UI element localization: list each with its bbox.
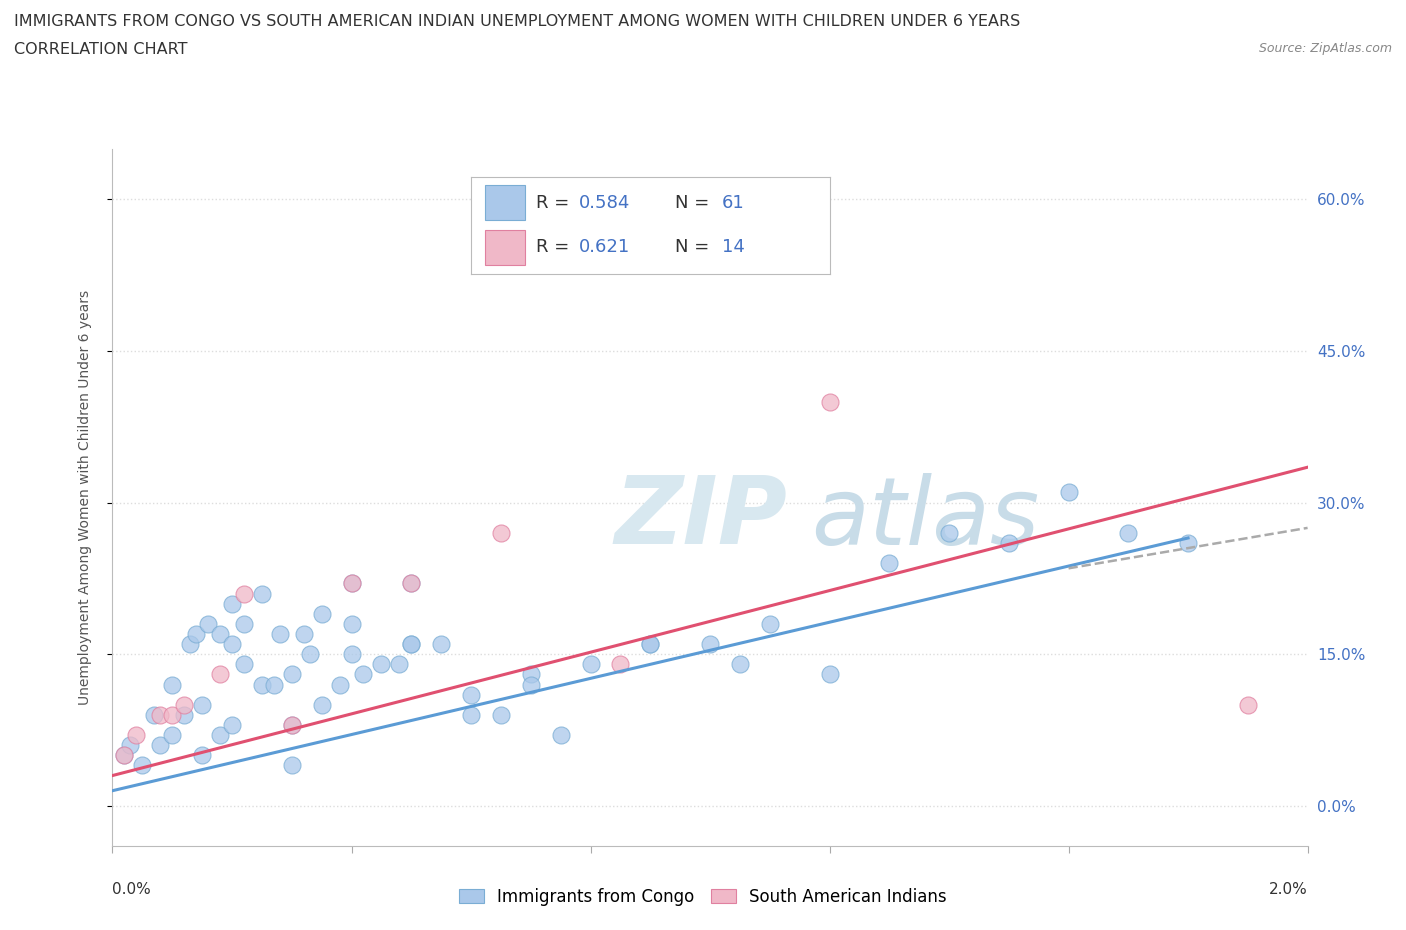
Point [221, 637, 243, 652]
Point [311, 698, 333, 712]
Point [114, 748, 135, 763]
Y-axis label: Unemployment Among Women with Children Under 6 years: Unemployment Among Women with Children U… [77, 290, 91, 705]
Text: IMMIGRANTS FROM CONGO VS SOUTH AMERICAN INDIAN UNEMPLOYMENT AMONG WOMEN WITH CHI: IMMIGRANTS FROM CONGO VS SOUTH AMERICAN … [14, 14, 1021, 29]
Point [1116, 525, 1139, 540]
Point [550, 727, 572, 742]
Text: 0.621: 0.621 [579, 238, 630, 256]
Point [401, 576, 423, 591]
Point [162, 727, 183, 742]
Point [430, 637, 453, 652]
Point [263, 677, 285, 692]
Point [609, 657, 631, 671]
Point [328, 677, 352, 692]
Point [191, 698, 214, 712]
Text: 61: 61 [723, 194, 745, 212]
Point [173, 698, 195, 712]
Point [221, 596, 243, 611]
Text: 2.0%: 2.0% [1268, 882, 1308, 897]
Point [638, 637, 661, 652]
Point [1177, 536, 1199, 551]
Text: 14: 14 [723, 238, 745, 256]
Text: N =: N = [675, 194, 716, 212]
Text: atlas: atlas [811, 473, 1040, 564]
Point [281, 718, 304, 733]
Point [818, 394, 841, 409]
Point [162, 677, 183, 692]
Point [638, 637, 661, 652]
Point [520, 667, 543, 682]
Point [232, 657, 256, 671]
Point [1237, 698, 1260, 712]
Point [298, 646, 321, 661]
Point [1057, 485, 1080, 500]
Text: R =: R = [536, 194, 575, 212]
Point [208, 667, 231, 682]
Point [162, 708, 183, 723]
Text: CORRELATION CHART: CORRELATION CHART [14, 42, 187, 57]
Point [250, 677, 273, 692]
Point [221, 718, 243, 733]
Point [489, 708, 512, 723]
Point [250, 586, 273, 601]
Point [401, 576, 423, 591]
Point [728, 657, 751, 671]
Text: 0.584: 0.584 [579, 194, 630, 212]
Point [370, 657, 392, 671]
Text: Source: ZipAtlas.com: Source: ZipAtlas.com [1258, 42, 1392, 55]
Point [997, 536, 1019, 551]
Point [120, 737, 142, 752]
Point [179, 637, 201, 652]
Point [401, 637, 423, 652]
Text: 0.0%: 0.0% [112, 882, 152, 897]
Point [340, 646, 363, 661]
Point [401, 637, 423, 652]
Point [388, 657, 411, 671]
Point [460, 687, 482, 702]
Point [520, 677, 543, 692]
Point [877, 556, 900, 571]
Point [232, 586, 256, 601]
Point [281, 718, 304, 733]
Point [340, 617, 363, 631]
Point [311, 606, 333, 621]
Point [292, 627, 315, 642]
Point [340, 576, 363, 591]
Point [149, 708, 172, 723]
Text: ZIP: ZIP [614, 472, 787, 565]
Point [281, 667, 304, 682]
Point [758, 617, 780, 631]
Point [818, 667, 841, 682]
Point [186, 627, 208, 642]
Point [114, 748, 135, 763]
Point [579, 657, 602, 671]
Point [208, 627, 231, 642]
Point [208, 727, 231, 742]
Text: R =: R = [536, 238, 575, 256]
Point [191, 748, 214, 763]
Point [340, 576, 363, 591]
FancyBboxPatch shape [485, 231, 524, 265]
Point [173, 708, 195, 723]
Point [149, 737, 172, 752]
Point [269, 627, 291, 642]
Point [232, 617, 256, 631]
Point [125, 727, 148, 742]
Point [197, 617, 219, 631]
Point [460, 708, 482, 723]
Text: N =: N = [675, 238, 716, 256]
Point [281, 758, 304, 773]
FancyBboxPatch shape [485, 185, 524, 219]
Point [699, 637, 721, 652]
Legend: Immigrants from Congo, South American Indians: Immigrants from Congo, South American In… [453, 881, 953, 912]
Point [352, 667, 374, 682]
Point [938, 525, 960, 540]
Point [489, 525, 512, 540]
Point [143, 708, 166, 723]
Point [131, 758, 153, 773]
